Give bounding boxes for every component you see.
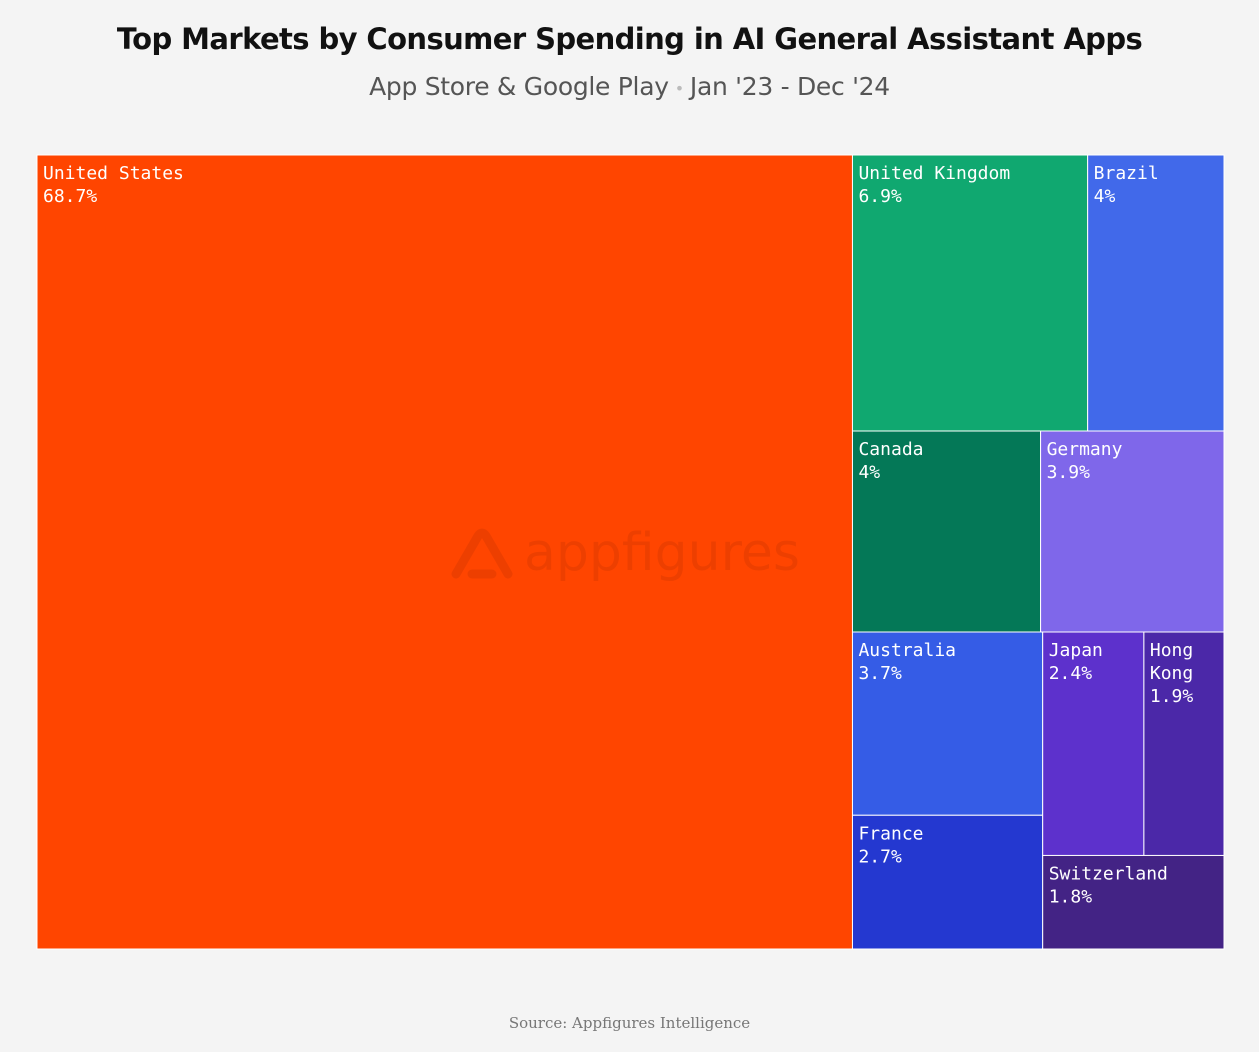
tile-name-united-states: United States <box>43 163 184 184</box>
tile-name-australia: Australia <box>858 640 956 661</box>
appfigures-watermark: appfigures <box>451 523 800 583</box>
tile-name-canada: Canada <box>858 439 923 460</box>
chart-title: Top Markets by Consumer Spending in AI G… <box>116 22 1143 56</box>
tile-rect-united-kingdom <box>851 154 1089 432</box>
tile-value-hong-kong: 1.9% <box>1150 686 1194 707</box>
tile-name-japan: Japan <box>1049 640 1103 661</box>
tile-rect-hong-kong <box>1143 631 1225 856</box>
tile-value-japan: 2.4% <box>1049 663 1093 684</box>
tile-value-united-kingdom: 6.9% <box>858 186 902 207</box>
tile-name-brazil: Brazil <box>1094 163 1159 184</box>
tile-value-canada: 4% <box>858 462 880 483</box>
appfigures-logo-icon <box>451 528 513 579</box>
tile-rect-japan <box>1042 631 1145 856</box>
tile-rect-canada <box>851 430 1042 633</box>
subtitle-period: Jan '23 - Dec '24 <box>689 72 890 101</box>
tile-rect-switzerland <box>1042 854 1225 950</box>
tile-rect-brazil <box>1087 154 1225 432</box>
tile-value-united-states: 68.7% <box>43 186 97 207</box>
tile-value-australia: 3.7% <box>858 663 902 684</box>
tile-value-brazil: 4% <box>1094 186 1116 207</box>
subtitle-separator: • <box>674 78 684 98</box>
tile-value-france: 2.7% <box>858 846 902 867</box>
tile-rect-australia <box>851 631 1044 816</box>
tile-rect-united-states <box>36 154 853 950</box>
tile-value-germany: 3.9% <box>1047 462 1091 483</box>
appfigures-wordmark: appfigures <box>524 523 800 583</box>
tile-value-switzerland: 1.8% <box>1049 886 1093 907</box>
tile-rect-germany <box>1040 430 1225 633</box>
subtitle-stores: App Store & Google Play <box>369 72 669 101</box>
tile-name-germany: Germany <box>1047 439 1123 460</box>
tile-name-hong-kong: Kong <box>1150 663 1193 684</box>
chart-subtitle: App Store & Google Play • Jan '23 - Dec '2… <box>0 72 1259 101</box>
tile-rect-france <box>851 814 1044 950</box>
tile-name-hong-kong: Hong <box>1150 640 1193 661</box>
tile-name-switzerland: Switzerland <box>1049 863 1168 884</box>
tile-name-france: France <box>858 823 923 844</box>
tile-name-united-kingdom: United Kingdom <box>858 163 1010 184</box>
source-note: Source: Appfigures Intelligence <box>508 1014 751 1032</box>
